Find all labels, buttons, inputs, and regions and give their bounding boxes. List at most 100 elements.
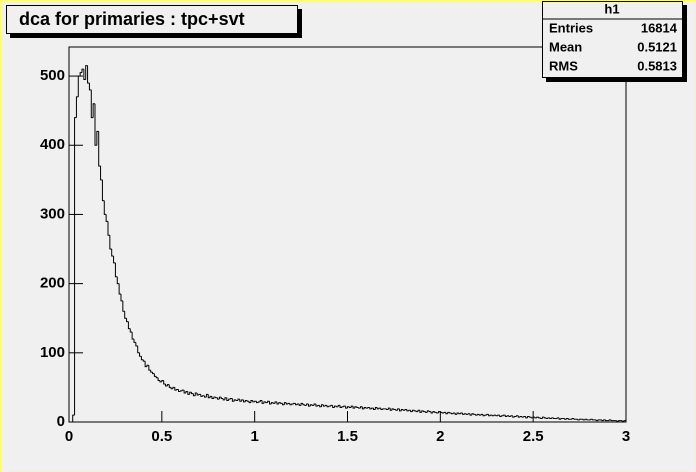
histogram-bin xyxy=(282,403,285,406)
histogram-bin xyxy=(395,409,398,411)
histogram-bin xyxy=(200,394,203,397)
histogram-bin xyxy=(473,413,476,415)
histogram-bin xyxy=(341,406,344,408)
histogram-bin xyxy=(278,402,281,405)
histogram-bin xyxy=(371,407,374,409)
histogram-bin xyxy=(272,402,276,404)
histogram-bin xyxy=(437,411,441,414)
histogram-bin xyxy=(564,418,567,420)
histogram-bin xyxy=(582,419,586,421)
histogram-bin xyxy=(415,410,419,413)
histogram-bin xyxy=(155,376,159,379)
plot-frame xyxy=(68,46,627,423)
histogram-bin xyxy=(449,412,452,414)
histogram-bin xyxy=(159,380,162,383)
histogram-bin xyxy=(72,414,75,422)
histogram-bin xyxy=(191,392,194,395)
histogram-bin xyxy=(486,413,489,416)
histogram-bin xyxy=(94,103,97,146)
histogram-bin xyxy=(192,393,196,397)
histogram-bin xyxy=(205,393,209,398)
histogram-bin xyxy=(514,415,517,418)
histogram-bin xyxy=(146,364,149,367)
histogram-bin xyxy=(402,409,406,411)
stats-box xyxy=(542,1,683,78)
histogram-bin xyxy=(148,365,151,371)
histogram-bin xyxy=(304,404,307,406)
histogram-bin xyxy=(248,401,251,404)
histogram-bin xyxy=(359,406,363,409)
histogram-bin xyxy=(443,411,446,414)
histogram-bin xyxy=(354,406,357,409)
histogram-bin xyxy=(517,415,521,418)
histogram-bin xyxy=(289,403,292,406)
histogram-bin xyxy=(361,406,365,410)
histogram-bin xyxy=(623,420,627,422)
histogram-bin xyxy=(321,404,324,407)
histogram-bin xyxy=(224,397,227,400)
histogram-bin xyxy=(372,408,376,411)
histogram-bin xyxy=(545,417,549,420)
histogram-bin xyxy=(306,403,309,406)
histogram-bin xyxy=(298,404,302,406)
histogram-bin xyxy=(560,418,563,420)
histogram-bin xyxy=(519,415,523,418)
histogram-bin xyxy=(337,404,341,407)
histogram-bin xyxy=(441,412,445,414)
histogram-bin xyxy=(300,402,303,406)
histogram-bin xyxy=(454,413,458,415)
chart-title: dca for primaries : tpc+svt xyxy=(19,9,245,29)
stats-title: h1 xyxy=(604,1,619,16)
histogram-bin xyxy=(534,417,537,419)
histogram-bin xyxy=(88,82,92,91)
histogram-bin xyxy=(75,96,79,118)
histogram-bin xyxy=(215,397,218,399)
histogram-bin xyxy=(183,390,186,394)
stats-value: 16814 xyxy=(641,20,678,35)
histogram-bin xyxy=(592,419,595,421)
histogram-bin xyxy=(161,379,164,382)
histogram-bin xyxy=(579,418,582,420)
histogram-bin xyxy=(126,318,129,323)
histogram-bin xyxy=(140,356,144,361)
histogram-bin xyxy=(309,404,313,407)
histogram-bin xyxy=(103,200,107,215)
histogram-bin xyxy=(389,408,393,411)
histogram-bin xyxy=(168,384,172,388)
histogram-bin xyxy=(475,414,478,416)
histogram-bin xyxy=(114,262,118,278)
histogram-bin xyxy=(347,406,350,409)
histogram-bin xyxy=(231,398,235,402)
histogram-bin xyxy=(495,415,498,417)
histogram-bin xyxy=(616,420,619,422)
histogram-bin xyxy=(540,417,543,420)
histogram-bin xyxy=(252,400,255,403)
histogram-bin xyxy=(434,411,437,413)
histogram-bin xyxy=(547,417,550,419)
histogram-bin xyxy=(163,380,166,385)
histogram-bin xyxy=(369,407,372,410)
histogram-bin xyxy=(404,409,407,411)
histogram-bin xyxy=(584,418,588,420)
histogram-bin xyxy=(166,384,170,387)
histogram-bin xyxy=(532,416,536,418)
histogram-bin xyxy=(478,414,482,416)
histogram-bin xyxy=(385,408,389,411)
histogram-bin xyxy=(283,402,287,405)
histogram-bin xyxy=(261,400,264,404)
histogram-bin xyxy=(150,370,153,373)
y-tick-label: 300 xyxy=(40,205,65,222)
histogram-bin xyxy=(423,410,426,413)
histogram-bin xyxy=(220,397,224,399)
stats-label: RMS xyxy=(549,58,578,73)
y-tick-label: 0 xyxy=(57,413,65,430)
x-tick-label: 0 xyxy=(65,428,73,445)
histogram-bin xyxy=(120,294,123,302)
histogram-bin xyxy=(356,406,359,408)
histogram-bin xyxy=(139,352,142,357)
histogram-bin xyxy=(380,408,383,411)
histogram-bin xyxy=(497,414,500,416)
histogram-bin xyxy=(536,416,539,418)
histogram-bin xyxy=(131,332,134,340)
histogram-bin xyxy=(538,417,541,419)
